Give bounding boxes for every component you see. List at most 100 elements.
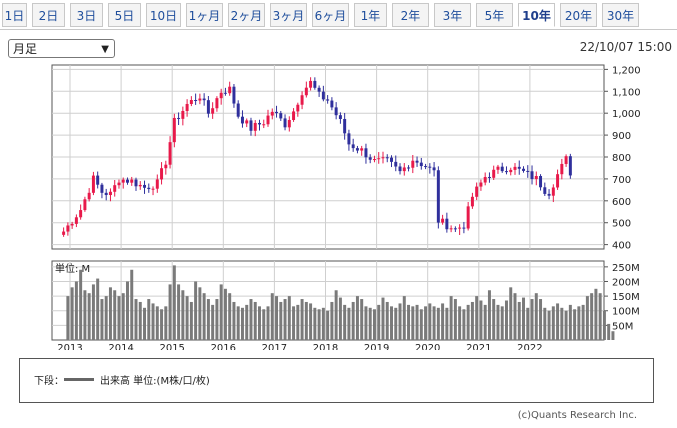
candle-body [206, 100, 210, 114]
candle-body [304, 87, 308, 96]
candle-body [300, 95, 304, 105]
tab-0[interactable]: 1日 [2, 3, 27, 27]
volume-bar [113, 290, 117, 340]
tab-14[interactable]: 20年 [560, 3, 597, 27]
x-tick-label: 2016 [211, 343, 236, 350]
x-tick-label: 2014 [108, 343, 133, 350]
candle-body [466, 206, 470, 229]
volume-bar [504, 300, 508, 340]
volume-bar [83, 290, 87, 340]
tab-3[interactable]: 5日 [108, 3, 141, 27]
x-tick-label: 2021 [466, 343, 491, 350]
candle-body [245, 120, 249, 124]
tab-2[interactable]: 3日 [70, 3, 103, 27]
candle-body [100, 184, 104, 193]
candle-body [509, 169, 513, 173]
volume-bar [66, 296, 70, 340]
volume-bar [147, 299, 151, 340]
volume-bar [513, 293, 517, 340]
tab-12[interactable]: 5年 [476, 3, 513, 27]
candle-body [96, 175, 100, 185]
tab-1[interactable]: 2日 [32, 3, 65, 27]
volume-bar [304, 301, 308, 340]
candle-body [151, 188, 155, 190]
candle-body [108, 191, 112, 196]
volume-bar [470, 301, 474, 340]
tab-13[interactable]: 10年 [518, 3, 555, 27]
volume-bar [594, 288, 598, 340]
candle-body [125, 179, 129, 183]
tab-10[interactable]: 2年 [392, 3, 429, 27]
volume-bar [415, 304, 419, 340]
volume-y-label: 200M [612, 277, 640, 288]
volume-bar [181, 290, 185, 340]
tab-11[interactable]: 3年 [434, 3, 471, 27]
tab-6[interactable]: 2ヶ月 [228, 3, 265, 27]
legend-label: 下段： [34, 376, 64, 387]
candle-body [74, 217, 78, 224]
volume-unit-label: 単位: M [55, 262, 90, 275]
candle-body [470, 196, 474, 207]
volume-y-label: 100M [612, 307, 640, 318]
candle-body [564, 156, 568, 164]
candle-body [398, 166, 402, 172]
candle-body [202, 98, 206, 101]
candle-body [530, 171, 534, 180]
volume-bar [560, 307, 564, 340]
x-tick-label: 2015 [159, 343, 184, 350]
candle-body [211, 108, 215, 114]
volume-bar [330, 301, 334, 340]
x-tick-label: 2020 [415, 343, 440, 350]
volume-bar [343, 304, 347, 340]
volume-bar [364, 306, 368, 340]
tab-8[interactable]: 6ヶ月 [312, 3, 349, 27]
candle-body [500, 166, 504, 172]
candle-body [347, 133, 351, 145]
volume-bar [585, 296, 589, 340]
tab-4[interactable]: 10日 [146, 3, 181, 27]
price-y-label: 700 [612, 175, 631, 186]
volume-bar [121, 293, 125, 340]
candle-body [130, 179, 134, 183]
volume-bar [611, 331, 615, 340]
volume-bar [590, 293, 594, 340]
candle-body [228, 86, 232, 94]
timestamp: 22/10/07 15:00 [579, 40, 672, 54]
candle-body [160, 168, 164, 180]
volume-bar [189, 301, 193, 340]
candle-body [415, 160, 419, 163]
volume-bar [377, 304, 381, 340]
volume-bar [74, 281, 78, 340]
volume-bar [334, 290, 338, 340]
candle-body [402, 167, 406, 172]
volume-bar [543, 307, 547, 340]
tab-9[interactable]: 1年 [354, 3, 387, 27]
credit: (c)Quants Research Inc. [517, 410, 637, 421]
candle-body [551, 187, 555, 196]
volume-bar [509, 287, 513, 340]
x-tick-label: 2018 [313, 343, 338, 350]
candle-body [539, 176, 543, 188]
volume-y-label: 150M [612, 292, 640, 303]
volume-bar [279, 301, 283, 340]
volume-bar [483, 304, 487, 340]
volume-bar [355, 296, 359, 340]
tab-7[interactable]: 3ヶ月 [270, 3, 307, 27]
tab-15[interactable]: 30年 [602, 3, 639, 27]
volume-bar [108, 287, 112, 340]
tab-5[interactable]: 1ヶ月 [186, 3, 223, 27]
candle-body [62, 231, 66, 235]
volume-bar [381, 297, 385, 340]
volume-bar [424, 306, 428, 340]
candle-body [419, 162, 423, 167]
candle-body [194, 100, 198, 102]
price-y-label: 600 [612, 197, 631, 208]
candle-body [168, 142, 172, 165]
volume-bar [517, 301, 521, 340]
volume-bar [492, 299, 496, 340]
volume-bar [573, 309, 577, 340]
candle-body [449, 228, 453, 230]
candle-body [189, 100, 193, 104]
period-select[interactable]: 月足 ▼ [8, 39, 115, 58]
volume-bar [253, 301, 257, 340]
